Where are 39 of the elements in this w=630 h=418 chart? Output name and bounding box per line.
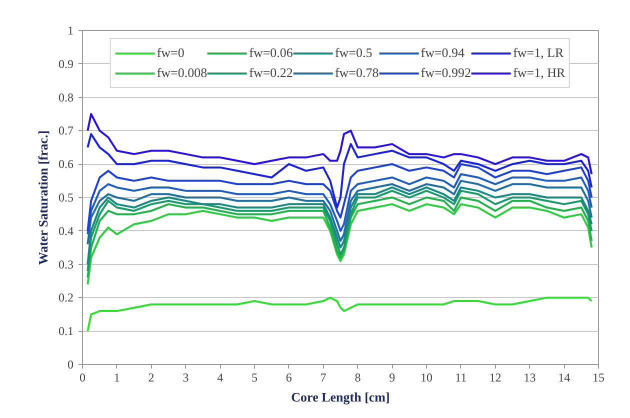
legend-label: fw=1, HR bbox=[513, 65, 566, 81]
x-tick-label: 12 bbox=[489, 370, 502, 384]
y-tick-label: 0 bbox=[68, 358, 74, 372]
y-tick-label: 0.3 bbox=[58, 257, 74, 272]
legend-label: fw=0 bbox=[156, 45, 184, 61]
legend-label: fw=0.78 bbox=[334, 65, 379, 81]
x-tick-label: 4 bbox=[217, 370, 224, 384]
legend-label: fw=0.992 bbox=[420, 65, 472, 81]
y-tick-label: 0.9 bbox=[58, 56, 74, 71]
legend-label: fw=0.94 bbox=[420, 45, 465, 61]
y-tick-label: 1 bbox=[68, 24, 74, 38]
x-tick-label: 5 bbox=[252, 370, 258, 384]
y-tick-label: 0.8 bbox=[58, 90, 74, 104]
x-tick-label: 2 bbox=[148, 370, 154, 384]
x-tick-label: 9 bbox=[389, 370, 396, 384]
y-tick-label: 0.6 bbox=[58, 157, 74, 172]
legend-label: fw=0.22 bbox=[249, 65, 293, 81]
y-axis-title: Water Saturation [frac.] bbox=[36, 130, 50, 265]
y-tick-label: 0.2 bbox=[58, 290, 74, 305]
x-tick-label: 11 bbox=[455, 370, 467, 384]
x-tick-label: 3 bbox=[182, 370, 189, 384]
x-axis-title: Core Length [cm] bbox=[291, 390, 390, 404]
x-tick-label: 6 bbox=[286, 370, 292, 384]
legend-label: fw=1, LR bbox=[513, 45, 564, 61]
x-tick-label: 13 bbox=[524, 370, 536, 384]
y-tick-label: 0.7 bbox=[58, 124, 74, 138]
legend-label: fw=0.5 bbox=[334, 45, 372, 61]
y-tick-label: 0.4 bbox=[58, 224, 74, 238]
x-tick-label: 10 bbox=[420, 370, 432, 384]
legend-label: fw=0.008 bbox=[156, 65, 208, 81]
y-tick-label: 0.1 bbox=[58, 324, 74, 338]
x-tick-label: 7 bbox=[320, 370, 326, 384]
x-tick-label: 8 bbox=[354, 370, 361, 384]
x-tick-label: 15 bbox=[592, 370, 604, 384]
x-tick-label: 0 bbox=[80, 370, 86, 384]
x-tick-label: 14 bbox=[558, 370, 570, 384]
y-tick-label: 0.5 bbox=[58, 190, 74, 204]
x-tick-label: 1 bbox=[114, 370, 120, 384]
legend-label: fw=0.06 bbox=[249, 45, 293, 61]
